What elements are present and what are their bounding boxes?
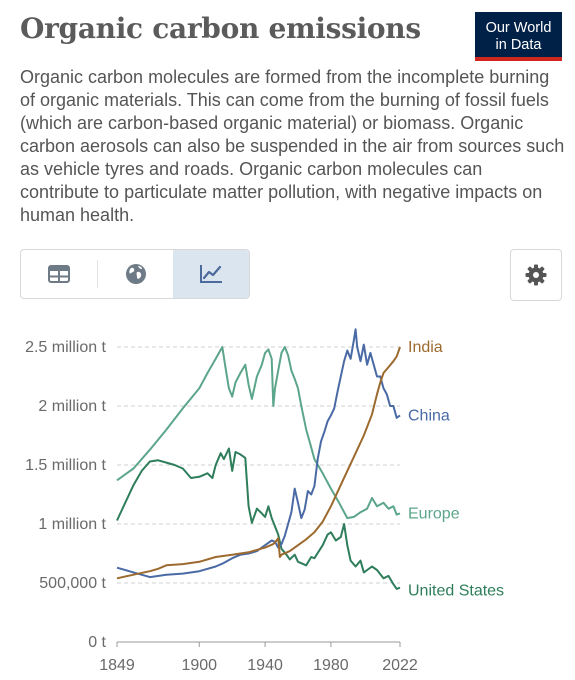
tab-table[interactable]: [21, 250, 97, 298]
line-chart-icon: [200, 265, 223, 283]
table-icon: [47, 265, 70, 283]
tab-chart[interactable]: [173, 250, 249, 298]
x-tick-label: 1940: [247, 657, 283, 674]
series-line-india: [116, 346, 401, 580]
series-line-united-states: [116, 447, 401, 590]
tab-map[interactable]: [98, 250, 174, 298]
globe-icon: [125, 264, 146, 284]
view-tabs: [20, 249, 250, 299]
x-tick-label: 1900: [181, 657, 217, 674]
x-tick-label: 2022: [382, 657, 418, 674]
y-tick-label: 1 million t: [38, 516, 106, 533]
series-label-india: India: [408, 339, 443, 356]
series-line-europe: [116, 346, 401, 520]
series-label-china: China: [408, 407, 450, 424]
y-tick-label: 1.5 million t: [25, 457, 106, 474]
y-tick-label: 2 million t: [38, 398, 106, 415]
logo-accent-bar: [475, 57, 562, 61]
x-tick-label: 1849: [99, 657, 135, 674]
chart-title: Organic carbon emissions: [20, 12, 421, 45]
logo-line-2: in Data: [495, 37, 542, 53]
y-tick-label: 500,000 t: [39, 575, 106, 592]
chart-subtitle: Organic carbon molecules are formed from…: [20, 67, 565, 225]
gear-icon: [525, 264, 547, 286]
owid-logo[interactable]: Our World in Data: [475, 12, 562, 61]
settings-button[interactable]: [510, 249, 562, 301]
series-line-china: [116, 328, 401, 579]
y-tick-label: 2.5 million t: [25, 339, 106, 356]
y-tick-label: 0 t: [88, 634, 106, 651]
x-tick-label: 1980: [313, 657, 349, 674]
series-label-united-states: United States: [408, 583, 504, 600]
tab-divider: [96, 260, 98, 288]
series-label-europe: Europe: [408, 505, 460, 522]
logo-line-1: Our World: [485, 20, 552, 36]
